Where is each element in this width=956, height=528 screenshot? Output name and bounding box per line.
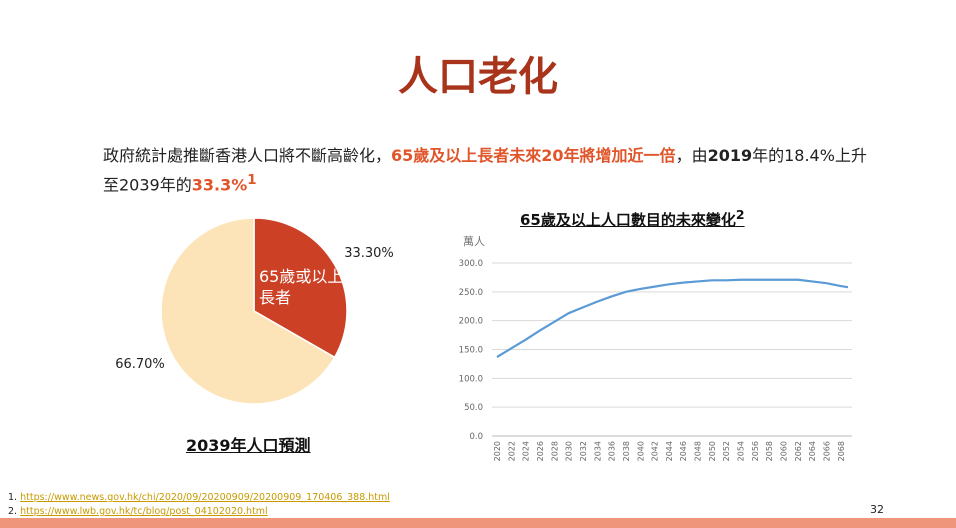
x-tick-label: 2046 bbox=[679, 441, 688, 461]
y-tick-label: 200.0 bbox=[459, 317, 483, 327]
y-tick-label: 100.0 bbox=[459, 374, 483, 384]
x-tick-label: 2020 bbox=[493, 441, 502, 461]
footnote-marker: 1 bbox=[247, 173, 257, 188]
y-tick-label: 150.0 bbox=[459, 346, 483, 356]
x-tick-label: 2058 bbox=[765, 441, 774, 461]
series-line bbox=[496, 278, 849, 358]
y-tick-label: 250.0 bbox=[459, 288, 483, 298]
x-tick-label: 2062 bbox=[794, 441, 803, 461]
intro-highlight: 65歲及以上長者未來20年將增加近一倍 bbox=[391, 146, 676, 165]
reference-number: 2. bbox=[8, 506, 18, 517]
page-number: 32 bbox=[870, 503, 884, 516]
pie-chart-title: 2039年人口預測 bbox=[186, 436, 311, 455]
x-tick-label: 2056 bbox=[751, 441, 760, 461]
pie-slice bbox=[160, 217, 336, 405]
x-tick-label: 2050 bbox=[708, 441, 717, 461]
x-tick-label: 2054 bbox=[737, 441, 746, 461]
y-axis-unit-label: 萬人 bbox=[463, 235, 485, 248]
x-tick-label: 2032 bbox=[579, 441, 588, 461]
pie-slice-label: 65歲或以上長者 bbox=[259, 267, 344, 307]
x-tick-label: 2066 bbox=[823, 441, 832, 461]
x-tick-label: 2034 bbox=[593, 441, 602, 461]
y-tick-label: 50.0 bbox=[464, 403, 483, 413]
pie-chart: 33.30% 66.70% bbox=[115, 217, 394, 405]
pie-data-label: 33.30% bbox=[344, 246, 394, 261]
reference-1: 1. https://www.news.gov.hk/chi/2020/09/2… bbox=[8, 492, 390, 503]
x-tick-label: 2044 bbox=[665, 441, 674, 461]
footnote-marker: 2 bbox=[735, 207, 745, 222]
intro-year: 2019 bbox=[707, 146, 753, 165]
x-tick-label: 2030 bbox=[565, 441, 574, 461]
x-tick-label: 2052 bbox=[722, 441, 731, 461]
slide-title: 人口老化 bbox=[398, 54, 558, 100]
bottom-accent-bar bbox=[0, 518, 956, 528]
line-chart-title-text: 65歲及以上人口數目的未來變化 bbox=[520, 211, 736, 229]
intro-highlight-percent: 33.3% bbox=[191, 175, 248, 195]
pie-data-label: 66.70% bbox=[115, 357, 165, 372]
reference-number: 1. bbox=[8, 492, 18, 503]
line-chart: 萬人 0.0 50.0 100.0 150.0 200.0 250.0 300.0 2020 20… bbox=[459, 235, 852, 461]
x-tick-label: 2024 bbox=[522, 441, 531, 461]
pie-slice bbox=[253, 217, 348, 359]
y-tick-label: 0.0 bbox=[469, 432, 483, 442]
line-chart-title: 65歲及以上人口數目的未來變化2 bbox=[520, 207, 745, 230]
x-tick-label: 2040 bbox=[636, 441, 645, 461]
intro-text: 年的18.4%上升至2039年的 bbox=[103, 146, 867, 195]
x-tick-label: 2026 bbox=[536, 441, 545, 461]
x-tick-label: 2036 bbox=[608, 441, 617, 461]
x-tick-label: 2064 bbox=[808, 441, 817, 461]
intro-paragraph: 政府統計處推斷香港人口將不斷高齡化，65歲及以上長者未來20年將增加近一倍，由2… bbox=[103, 143, 873, 197]
reference-link[interactable]: https://www.lwb.gov.hk/tc/blog/post_0410… bbox=[20, 506, 268, 517]
x-tick-label: 2028 bbox=[550, 441, 559, 461]
intro-text: ，由 bbox=[675, 146, 708, 165]
reference-2: 2. https://www.lwb.gov.hk/tc/blog/post_0… bbox=[8, 506, 268, 517]
reference-link[interactable]: https://www.news.gov.hk/chi/2020/09/2020… bbox=[20, 492, 390, 503]
x-tick-label: 2022 bbox=[507, 441, 516, 461]
x-tick-label: 2038 bbox=[622, 441, 631, 461]
x-tick-label: 2060 bbox=[780, 441, 789, 461]
x-tick-label: 2068 bbox=[837, 441, 846, 461]
x-tick-label: 2042 bbox=[651, 441, 660, 461]
intro-text: 政府統計處推斷香港人口將不斷高齡化， bbox=[103, 146, 392, 165]
y-tick-label: 300.0 bbox=[459, 259, 483, 269]
x-tick-label: 2048 bbox=[694, 441, 703, 461]
